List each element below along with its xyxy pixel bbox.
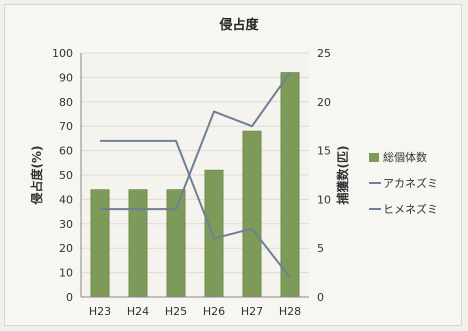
left-tick-label: 100 — [52, 47, 73, 60]
right-tick-label: 25 — [317, 47, 331, 60]
right-tick-label: 10 — [317, 193, 331, 206]
x-tick-label: H28 — [279, 305, 301, 318]
bar-H27 — [242, 130, 262, 298]
left-tick-label: 70 — [59, 120, 73, 133]
chart-svg: 侵占度 0 10 20 30 40 50 60 70 80 90 100 0 5 10 15 20 25 H23 H… — [29, 17, 438, 318]
right-tick-label: 5 — [317, 242, 324, 255]
x-tick-label: H24 — [127, 305, 149, 318]
line-series-ヒメネズミ — [100, 71, 291, 211]
left-tick-label: 50 — [59, 169, 73, 182]
chart-frame: 侵占度 0 10 20 30 40 50 60 70 80 90 100 0 5 10 15 20 25 H23 H… — [4, 4, 462, 326]
x-tick-label: H25 — [165, 305, 187, 318]
right-tick-label: 20 — [317, 96, 331, 109]
bar-H26 — [204, 169, 224, 298]
legend-label: アカネズミ — [383, 176, 438, 190]
bar-H28 — [280, 72, 300, 298]
bar-H23 — [90, 189, 110, 298]
left-tick-label: 90 — [59, 71, 73, 84]
right-axis-title: 捕獲数(匹) — [335, 146, 350, 205]
x-tick-label: H26 — [203, 305, 225, 318]
left-tick-label: 40 — [59, 193, 73, 206]
legend-label: 総個体数 — [383, 150, 427, 164]
right-tick-label: 15 — [317, 145, 331, 158]
left-tick-label: 60 — [59, 145, 73, 158]
legend-swatch-bar — [369, 153, 379, 162]
legend-label: ヒメネズミ — [383, 202, 438, 216]
axes-layer: 0 10 20 30 40 50 60 70 80 90 100 0 5 10 15 20 25 H23 H24 H2… — [29, 47, 350, 318]
line-series-アカネズミ — [100, 139, 291, 279]
left-tick-label: 80 — [59, 96, 73, 109]
bar-H24 — [128, 189, 148, 298]
left-tick-label: 20 — [59, 242, 73, 255]
lines-layer — [99, 71, 291, 279]
chart-title: 侵占度 — [218, 17, 259, 33]
x-tick-label: H27 — [241, 305, 263, 318]
left-axis-title: 侵占度(%) — [29, 146, 44, 206]
grid-layer — [81, 52, 309, 298]
x-tick-label: H23 — [89, 305, 111, 318]
bar-H25 — [166, 189, 186, 298]
right-tick-label: 0 — [317, 291, 324, 304]
left-tick-label: 10 — [59, 267, 73, 280]
left-tick-label: 0 — [66, 291, 73, 304]
left-tick-label: 30 — [59, 218, 73, 231]
